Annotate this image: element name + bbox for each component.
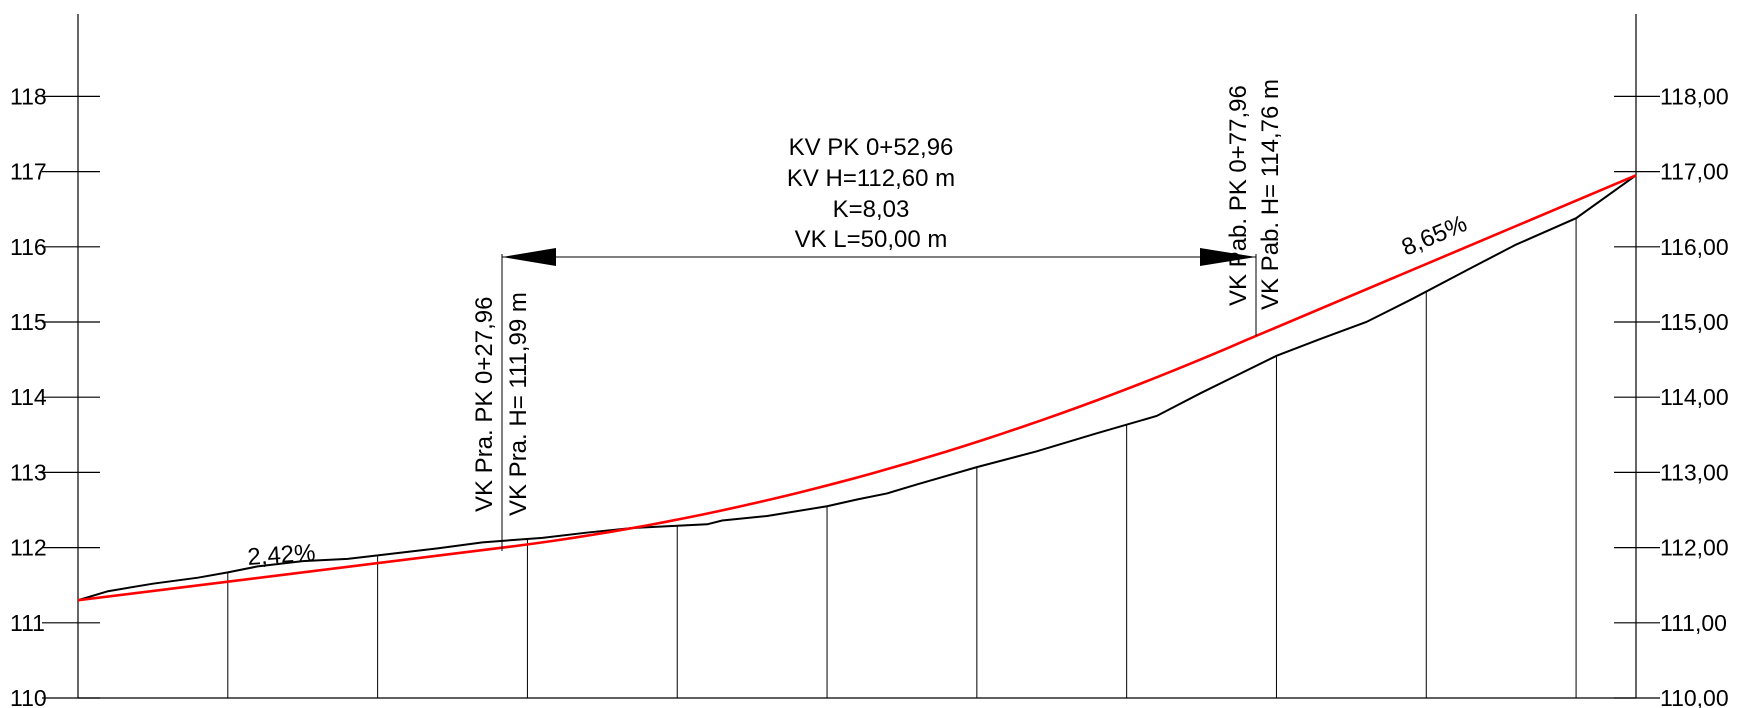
left-axis-ticks: 110 111 112 113 114 115 116 117 118 (10, 83, 100, 708)
right-tick-label: 116,00 (1660, 234, 1729, 260)
right-tick-label: 115,00 (1660, 309, 1729, 335)
right-grade-label: 8,65% (1398, 210, 1471, 261)
right-tick-label: 111,00 (1660, 610, 1727, 636)
kv-h-label: KV H=112,60 m (787, 165, 955, 192)
left-tick-label: 115 (10, 309, 47, 335)
kv-pk-label: KV PK 0+52,96 (789, 134, 954, 161)
left-tick-label: 114 (10, 384, 47, 410)
right-tick-label: 113,00 (1660, 459, 1729, 485)
left-tick-label: 112 (10, 535, 47, 561)
dimension-arrow-left-icon (502, 248, 556, 266)
vk-start-h-label: VK Pra. H= 111,99 m (505, 292, 532, 516)
left-tick-label: 110 (10, 685, 47, 708)
vk-end-pk-label: VK Pab. PK 0+77,96 (1225, 85, 1252, 306)
left-tick-label: 117 (10, 159, 47, 185)
terrain-profile-line (77, 174, 1637, 602)
vk-length-label: VK L=50,00 m (795, 226, 948, 253)
right-tick-label: 114,00 (1660, 384, 1729, 410)
design-grade-line (77, 174, 1637, 602)
vk-end-h-label: VK Pab. H= 114,76 m (1257, 79, 1284, 310)
right-tick-label: 110,00 (1660, 685, 1729, 708)
left-tick-label: 116 (10, 234, 47, 260)
right-axis-ticks: 110,00 111,00 112,00 113,00 114,00 115,00 116,… (1614, 83, 1729, 708)
right-tick-label: 112,00 (1660, 535, 1729, 561)
left-tick-label: 111 (10, 610, 45, 636)
left-grade-label: 2,42% (247, 539, 317, 571)
k-label: K=8,03 (833, 196, 910, 223)
left-tick-label: 118 (10, 83, 47, 109)
station-lines (227, 218, 1577, 698)
vk-start-pk-label: VK Pra. PK 0+27,96 (471, 297, 498, 512)
dimension-arrow-right-icon (1200, 248, 1256, 266)
right-tick-label: 118,00 (1660, 83, 1729, 109)
left-tick-label: 113 (10, 459, 47, 485)
right-tick-label: 117,00 (1660, 159, 1729, 185)
